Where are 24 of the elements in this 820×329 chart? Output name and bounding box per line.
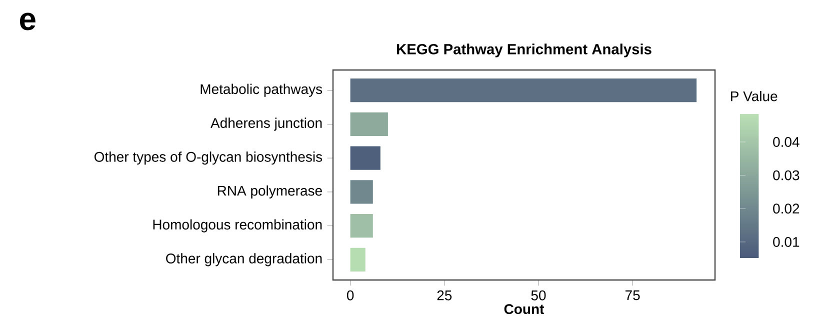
y-tick-label: Adherens junction bbox=[210, 118, 322, 131]
chart-title: KEGG Pathway Enrichment Analysis bbox=[397, 44, 652, 58]
bar bbox=[350, 248, 366, 272]
color-bar-label: 0.04 bbox=[773, 137, 800, 147]
x-axis-title: Count bbox=[504, 304, 544, 314]
text: e bbox=[20, 12, 36, 30]
x-tick-label: 25 bbox=[437, 290, 452, 300]
y-tick-label: Homologous recombination bbox=[153, 219, 322, 232]
bar bbox=[350, 180, 373, 204]
bar bbox=[350, 146, 380, 170]
y-tick-label: Other glycan degradation bbox=[166, 253, 322, 266]
y-tick-label: Other types of O-glycan biosynthesis bbox=[94, 152, 322, 165]
x-tick-label: 0 bbox=[346, 290, 354, 300]
x-tick-label: 75 bbox=[626, 290, 640, 300]
y-tick-label: RNA polymerase bbox=[218, 185, 322, 198]
bar bbox=[350, 214, 373, 238]
color-bar-label: 0.03 bbox=[773, 170, 800, 180]
x-tick-label: 50 bbox=[531, 290, 546, 300]
bar bbox=[350, 78, 697, 102]
color-bar-label: 0.01 bbox=[773, 237, 800, 247]
y-tick-label: Metabolic pathways bbox=[200, 84, 322, 97]
color-bar-title: P Value bbox=[731, 90, 778, 102]
bar bbox=[350, 112, 388, 136]
color-bar-label: 0.02 bbox=[773, 204, 800, 214]
